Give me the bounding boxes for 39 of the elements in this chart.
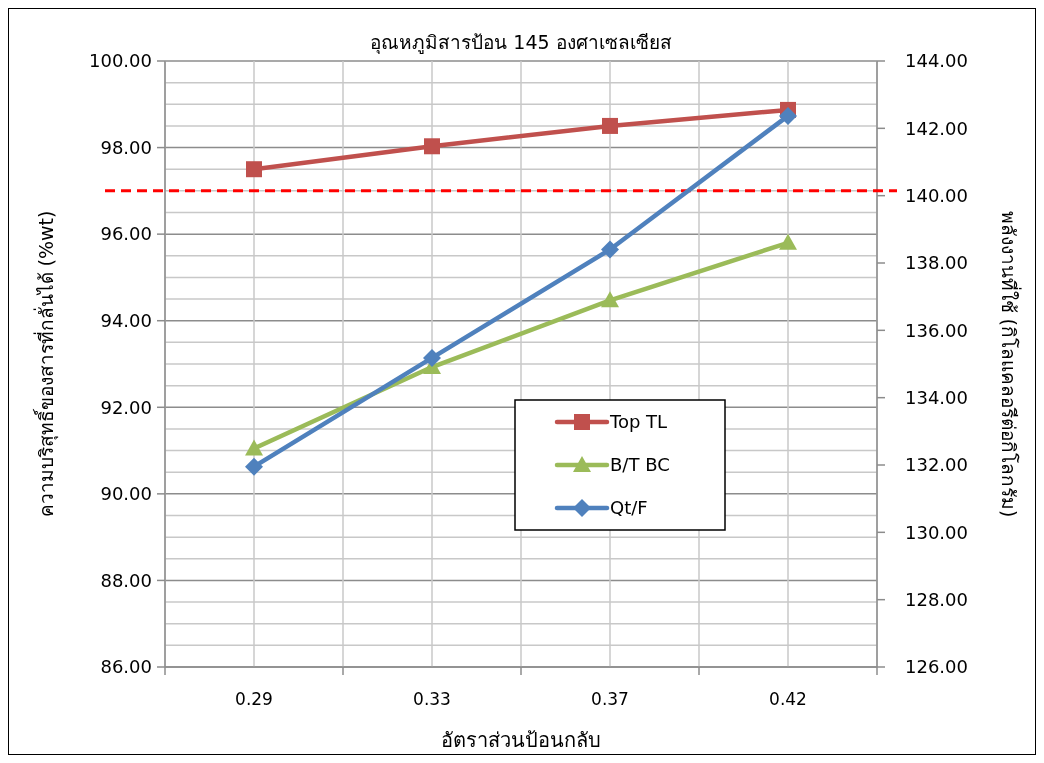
point [245, 439, 263, 456]
x-axis-title: อัตราส่วนป้อนกลับ [441, 728, 601, 752]
point [423, 348, 441, 367]
point [246, 161, 262, 178]
y-tick-label: 92.00 [100, 396, 152, 418]
y-tick-label: 86.00 [100, 656, 152, 678]
point [245, 457, 263, 476]
y2-tick-label: 130.00 [905, 521, 968, 543]
y2-tick-label: 132.00 [905, 454, 968, 476]
y-tick-label: 100.00 [89, 50, 152, 72]
y2-tick-label: 142.00 [905, 117, 968, 139]
point [601, 291, 619, 308]
point [779, 233, 797, 250]
y-tick-label: 94.00 [100, 310, 152, 332]
legend-label: B/T BC [610, 454, 670, 476]
y2-tick-label: 138.00 [905, 252, 968, 274]
y-tick-label: 88.00 [100, 569, 152, 591]
legend-label: Qt/F [610, 497, 648, 519]
x-tick-label: 0.29 [235, 689, 273, 709]
chart-title: อุณหภูมิสารป้อน 145 องศาเซลเซียส [370, 31, 672, 55]
point [424, 138, 440, 155]
x-tick-label: 0.42 [769, 689, 807, 709]
y2-tick-label: 134.00 [905, 386, 968, 408]
y2-axis-title: พลังงานที่ใช้ (กิโลแคลอรีต่อกิโลกรัม) [998, 210, 1022, 518]
y2-tick-label: 128.00 [905, 588, 968, 610]
y2-tick-label: 136.00 [905, 319, 968, 341]
y-axis-title: ความบริสุทธิ์ของสารที่กลั่นได้ (%wt) [32, 210, 59, 518]
point [602, 117, 618, 134]
y-tick-label: 90.00 [100, 483, 152, 505]
y2-tick-label: 140.00 [905, 184, 968, 206]
y-tick-label: 98.00 [100, 136, 152, 158]
y2-tick-label: 126.00 [905, 656, 968, 678]
y-tick-label: 96.00 [100, 223, 152, 245]
y2-tick-label: 144.00 [905, 50, 968, 72]
x-tick-label: 0.33 [413, 689, 451, 709]
point [601, 240, 619, 259]
x-tick-label: 0.37 [591, 689, 629, 709]
legend-label: Top TL [609, 411, 668, 433]
point [779, 106, 797, 125]
